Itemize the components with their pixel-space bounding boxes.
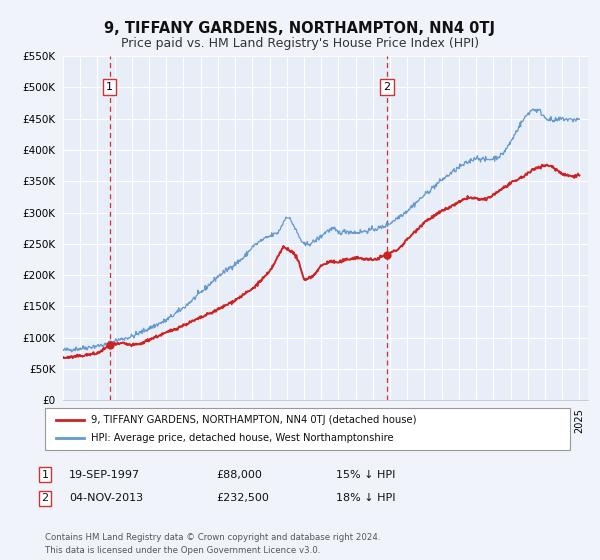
- Text: 18% ↓ HPI: 18% ↓ HPI: [336, 493, 395, 503]
- Text: Price paid vs. HM Land Registry's House Price Index (HPI): Price paid vs. HM Land Registry's House …: [121, 37, 479, 50]
- Text: 2: 2: [383, 82, 391, 92]
- Text: HPI: Average price, detached house, West Northamptonshire: HPI: Average price, detached house, West…: [91, 433, 394, 444]
- Text: 15% ↓ HPI: 15% ↓ HPI: [336, 470, 395, 480]
- Text: 1: 1: [41, 470, 49, 480]
- Text: 04-NOV-2013: 04-NOV-2013: [69, 493, 143, 503]
- Text: 9, TIFFANY GARDENS, NORTHAMPTON, NN4 0TJ: 9, TIFFANY GARDENS, NORTHAMPTON, NN4 0TJ: [104, 21, 496, 36]
- Text: £232,500: £232,500: [216, 493, 269, 503]
- Text: Contains HM Land Registry data © Crown copyright and database right 2024.
This d: Contains HM Land Registry data © Crown c…: [45, 533, 380, 554]
- Text: £88,000: £88,000: [216, 470, 262, 480]
- Text: 9, TIFFANY GARDENS, NORTHAMPTON, NN4 0TJ (detached house): 9, TIFFANY GARDENS, NORTHAMPTON, NN4 0TJ…: [91, 414, 417, 424]
- Text: 19-SEP-1997: 19-SEP-1997: [69, 470, 140, 480]
- Text: 2: 2: [41, 493, 49, 503]
- Text: 1: 1: [106, 82, 113, 92]
